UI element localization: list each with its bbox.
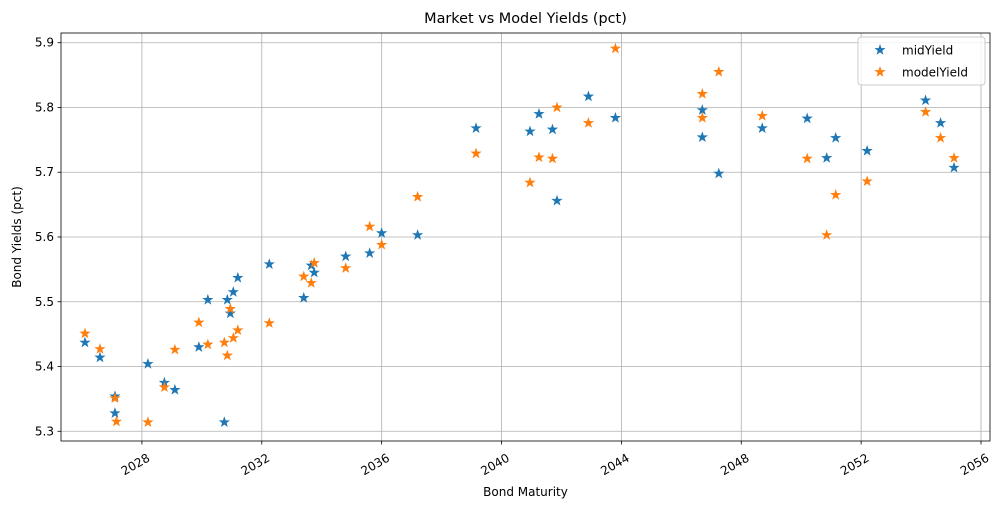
data-point-midYield [308,266,320,278]
data-point-modelYield [376,238,388,250]
data-point-midYield [948,161,960,173]
data-point-midYield [830,131,842,143]
data-point-modelYield [801,152,813,164]
data-point-midYield [224,307,236,319]
data-point-midYield [227,286,239,297]
data-point-midYield [533,108,545,119]
data-point-midYield [79,336,91,348]
data-point-midYield [411,229,424,240]
data-point-modelYield [308,256,320,268]
data-point-modelYield [830,188,842,200]
y-tick-label: 5.9 [35,36,54,50]
data-point-modelYield [524,176,536,188]
data-point-midYield [861,144,873,156]
chart-title: Market vs Model Yields (pct) [424,11,627,27]
data-point-midYield [218,416,230,427]
series-modelYield [79,42,960,427]
data-point-midYield [551,194,563,206]
data-point-modelYield [411,190,424,202]
legend-marker-midYield [874,44,886,55]
data-point-modelYield [696,111,708,123]
data-point-midYield [298,291,310,303]
data-point-midYield [232,271,244,283]
grid-layer [61,33,990,441]
data-point-modelYield [609,42,622,54]
data-point-midYield [169,383,181,395]
data-point-midYield [193,341,205,352]
data-point-modelYield [340,262,352,273]
data-point-modelYield [861,175,873,187]
data-point-midYield [340,250,352,262]
data-point-midYield [221,293,233,305]
data-point-modelYield [713,65,725,77]
y-tick-label: 5.8 [35,100,54,114]
data-point-midYield [142,358,154,369]
data-point-modelYield [263,317,275,328]
data-point-modelYield [305,277,317,288]
y-tick-label: 5.7 [35,165,54,179]
data-point-modelYield [227,332,239,343]
data-point-midYield [109,407,121,418]
data-point-modelYield [551,101,563,113]
legend-label-modelYield: modelYield [902,66,968,80]
data-point-modelYield [110,415,123,427]
data-point-modelYield [919,106,932,117]
legend-label-midYield: midYield [902,44,953,58]
data-point-modelYield [533,151,545,163]
data-point-midYield [934,117,947,128]
data-point-modelYield [193,316,205,328]
data-point-modelYield [221,349,233,361]
y-tick-label: 5.3 [35,424,54,438]
data-point-midYield [582,90,595,102]
data-point-modelYield [142,416,154,427]
data-point-modelYield [756,109,768,121]
y-tick-label: 5.6 [35,230,54,244]
legend-box [857,36,986,86]
data-point-midYield [94,351,106,363]
legend-marker-modelYield [874,66,886,77]
data-point-modelYield [364,220,376,232]
data-point-modelYield [94,343,106,354]
data-point-modelYield [158,381,171,393]
data-point-modelYield [169,343,181,355]
y-axis-label: Bond Yields (pct) [10,186,24,288]
data-point-midYield [756,122,768,133]
legend: midYield modelYield [857,36,986,86]
data-point-midYield [801,112,813,124]
data-point-modelYield [232,324,244,336]
data-point-modelYield [546,152,559,164]
data-point-modelYield [298,270,310,282]
data-point-modelYield [202,338,214,350]
data-point-midYield [696,131,708,143]
data-point-modelYield [948,152,960,163]
data-point-modelYield [79,327,91,339]
data-point-midYield [202,293,214,305]
y-tick-label: 5.4 [35,360,54,374]
data-point-modelYield [218,336,230,348]
data-point-midYield [919,94,932,106]
data-point-midYield [376,227,388,238]
data-point-midYield [364,247,376,258]
data-point-midYield [524,125,536,137]
data-point-modelYield [470,147,482,159]
x-axis-label: Bond Maturity [483,485,568,499]
data-point-modelYield [934,131,947,143]
data-point-midYield [821,152,833,163]
data-point-modelYield [224,302,236,314]
data-point-modelYield [109,392,121,404]
points-layer [79,42,960,427]
data-point-midYield [609,111,622,123]
y-tick-label: 5.5 [35,295,54,309]
data-point-modelYield [582,117,595,128]
data-point-midYield [470,122,482,133]
data-point-midYield [263,258,275,269]
data-point-modelYield [696,87,708,99]
data-point-midYield [713,167,725,179]
data-point-midYield [546,123,559,135]
data-point-modelYield [821,229,833,240]
